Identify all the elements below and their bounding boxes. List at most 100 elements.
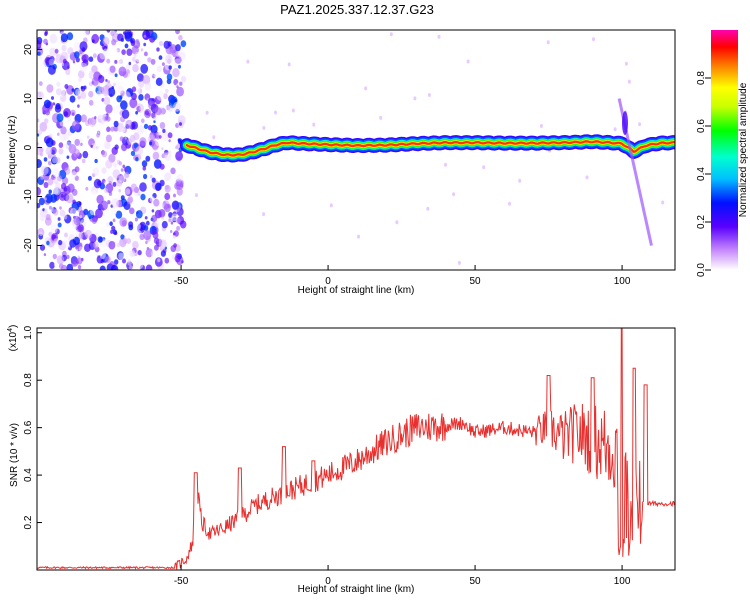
spectrogram-noise-blob [160, 250, 166, 257]
snr-panel: -50 0 50 100 0.2 0.4 0.6 0.8 1.0 Height of stra… [7, 325, 676, 595]
spectrogram-noise-blob [104, 142, 111, 150]
spectrogram-y-tick-label: -10 [23, 189, 34, 204]
spectrogram-noise-blob [120, 168, 124, 172]
spectrogram-noise-blob [132, 64, 139, 73]
spectrogram-noise-blob [180, 40, 187, 48]
spectrogram-burst [622, 111, 628, 136]
spectrogram-noise-blob [172, 68, 180, 78]
spectrogram-noise-blob [164, 106, 168, 110]
spectrogram-noise-blob [124, 31, 133, 42]
spectrogram-noise-blob [99, 251, 106, 260]
spectrogram-noise-blob [135, 38, 140, 44]
snr-y-tick-label: 0.6 [23, 420, 34, 434]
spectrogram-noise-blob [77, 224, 85, 233]
spectrogram-noise-blob [143, 225, 149, 231]
spectrogram-noise-blob [87, 175, 92, 181]
spectrogram-noise-blob [107, 87, 116, 97]
spectrogram-noise-blob [142, 74, 151, 85]
spectrogram-noise-blob [85, 186, 89, 191]
spectrogram-noise-blob [175, 252, 180, 259]
spectrogram-noise-blob [139, 106, 143, 111]
spectrogram-noise-blob [135, 259, 144, 270]
spectrogram-y-ticks: -20 -10 0 10 20 [23, 44, 42, 253]
spectrogram-noise-blob [57, 222, 62, 228]
spectrogram-noise-blob [124, 136, 127, 140]
spectrogram-noise-blob [146, 246, 150, 250]
spectrogram-noise-blob [88, 216, 92, 220]
spectrogram-noise-blob [169, 48, 175, 55]
spectrogram-noise-blob [151, 214, 158, 223]
spectrogram-x-tick-label: 50 [470, 276, 482, 287]
spectrogram-noise-blob [110, 30, 115, 36]
spectrogram-noise-blob [149, 141, 153, 146]
snr-series-line [37, 328, 675, 570]
spectrogram-noise-blob [163, 93, 168, 100]
spectrogram-noise-blob [94, 116, 97, 120]
spectrogram-noise-blob [101, 167, 107, 174]
spectrogram-noise-blob [71, 112, 75, 116]
spectrogram-noise-blob [151, 177, 156, 183]
snr-x-tick-label: 100 [614, 576, 631, 587]
spectrogram-noise-blob [67, 47, 74, 55]
spectrogram-noise-blob [166, 73, 173, 81]
spectrogram-noise-blob [127, 197, 133, 205]
spectrogram-noise-blob [82, 150, 89, 159]
spectrogram-noise-blob [173, 193, 176, 198]
spectrogram-noise-blob [157, 202, 164, 210]
spectrogram-noise-blob [168, 111, 176, 120]
spectrogram-noise-blob [128, 265, 134, 270]
spectrogram-noise-blob [100, 200, 108, 211]
snr-y-axis-label: SNR (10 * v/v) [9, 423, 20, 487]
spectrogram-noise-blob [55, 157, 61, 164]
snr-exponent-label: (x104) [7, 325, 19, 352]
spectrogram-noise-blob [175, 44, 181, 52]
spectrogram-noise-blob [137, 192, 141, 196]
spectrogram-noise-blob [165, 88, 169, 94]
spectrogram-noise-blob [44, 197, 47, 201]
spectrogram-x-tick-label: -50 [174, 276, 189, 287]
spectrogram-y-axis-label: Frequency (Hz) [7, 116, 18, 185]
spectrogram-noise-blob [144, 216, 148, 220]
spectrogram-noise-blob [118, 66, 127, 77]
spectrogram-noise-blob [110, 207, 118, 216]
spectrogram-noise-blob [120, 100, 128, 110]
spectrogram-noise-blob [179, 122, 182, 126]
spectrogram-faint-blob [518, 178, 522, 183]
spectrogram-noise-blob [54, 48, 59, 54]
spectrogram-noise-blob [106, 30, 111, 33]
spectrogram-noise-blob [113, 162, 117, 168]
spectrogram-noise-blob [131, 251, 135, 256]
spectrogram-noise-blob [124, 171, 130, 179]
spectrogram-noise-blob [63, 214, 68, 220]
spectrogram-noise-blob [118, 161, 123, 166]
spectrogram-noise-blob [159, 163, 165, 170]
spectrogram-noise-blob [38, 197, 45, 206]
spectrogram-noise-blob [162, 152, 168, 159]
spectrogram-noise-blob [93, 241, 99, 249]
spectrogram-noise-blob [114, 144, 119, 150]
spectrogram-noise-blob [158, 209, 166, 218]
spectrogram-noise-blob [158, 55, 163, 60]
spectrogram-noise-blob [122, 237, 128, 245]
spectrogram-noise-blob [174, 160, 179, 166]
spectrogram-noise-blob [44, 118, 49, 124]
spectrogram-noise-blob [64, 84, 69, 89]
spectrogram-noise-blob [150, 124, 158, 134]
spectrogram-noise-blob [37, 202, 41, 209]
spectrogram-noise-blob [101, 150, 108, 158]
colorbar-tick-label: 0.6 [696, 119, 707, 133]
spectrogram-noise-blob [131, 121, 139, 130]
spectrogram-faint-blob [205, 110, 209, 115]
spectrogram-noise-blob [119, 136, 124, 142]
spectrogram-noise-blob [119, 217, 128, 227]
spectrogram-noise-blob [118, 58, 124, 65]
spectrogram-noise-blob [37, 51, 41, 56]
spectrogram-noise-blob [132, 56, 136, 62]
spectrogram-noise-blob [79, 62, 88, 73]
spectrogram-noise-blob [116, 242, 121, 248]
spectrogram-noise-blob [153, 120, 156, 124]
spectrogram-noise-blob [180, 75, 187, 83]
spectrogram-noise-blob [112, 229, 117, 235]
spectrogram-noise-blob [75, 88, 82, 97]
spectrogram-noise-blob [137, 250, 142, 256]
